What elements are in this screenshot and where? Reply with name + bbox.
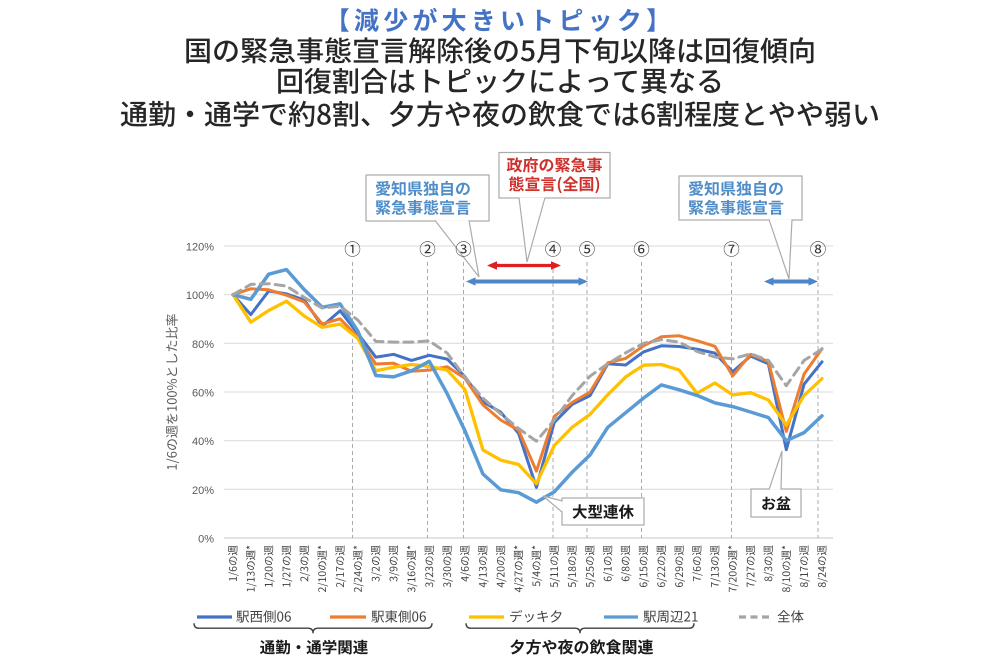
svg-text:100%: 100% (186, 290, 214, 302)
svg-text:20%: 20% (192, 485, 214, 497)
svg-text:60%: 60% (192, 388, 214, 400)
svg-text:120%: 120% (186, 242, 214, 254)
svg-text:40%: 40% (192, 436, 214, 448)
svg-text:0%: 0% (198, 534, 214, 546)
svg-text:80%: 80% (192, 339, 214, 351)
